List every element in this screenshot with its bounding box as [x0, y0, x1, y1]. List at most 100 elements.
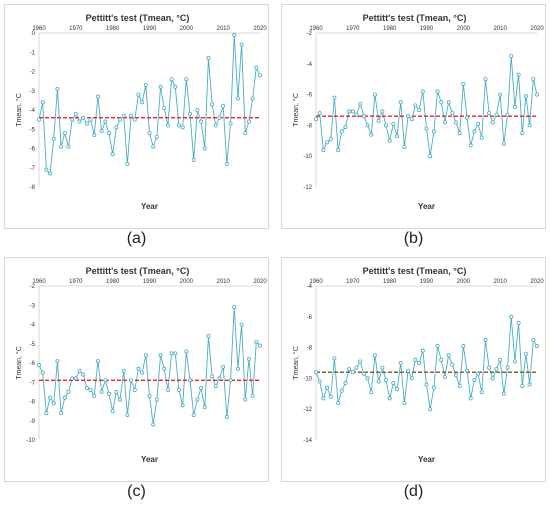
data-point	[450, 111, 455, 116]
chart-title: Pettitt's test (Tmean, °C)	[86, 266, 190, 276]
data-point	[246, 119, 251, 124]
data-point	[77, 368, 82, 373]
y-tick-label: -3	[30, 89, 36, 95]
data-point	[221, 364, 226, 369]
data-point	[490, 376, 495, 381]
data-point	[468, 396, 473, 401]
data-point	[162, 106, 167, 111]
data-point	[132, 117, 137, 122]
x-tick-label: 1980	[106, 279, 120, 285]
data-point	[136, 366, 141, 371]
data-point	[417, 361, 422, 366]
data-point	[44, 167, 49, 172]
data-point	[51, 136, 56, 141]
data-point	[103, 378, 108, 383]
data-point	[391, 121, 396, 126]
x-tick-label: 1970	[69, 26, 83, 32]
data-point	[442, 120, 447, 125]
data-point	[457, 131, 462, 136]
x-tick-label: 2020	[530, 26, 544, 32]
data-point	[224, 414, 229, 419]
y-tick-label: -8	[307, 346, 313, 352]
data-point	[446, 353, 451, 358]
data-point	[387, 396, 392, 401]
data-point	[314, 370, 319, 375]
data-point	[336, 148, 341, 153]
data-point	[232, 32, 237, 37]
data-point	[125, 412, 130, 417]
data-point	[476, 371, 481, 376]
x-tick-label: 2000	[180, 26, 194, 32]
data-point	[254, 339, 259, 344]
data-point	[317, 111, 322, 116]
y-axis-label: Tmean, °C	[15, 346, 23, 380]
data-point	[239, 322, 244, 327]
y-tick-label: -2	[30, 70, 36, 76]
data-point	[140, 100, 145, 105]
data-point	[250, 393, 255, 398]
data-point	[243, 397, 248, 402]
data-point	[446, 100, 451, 105]
data-point	[332, 356, 337, 361]
data-point	[398, 361, 403, 366]
x-tick-label: 1970	[69, 279, 83, 285]
data-point	[118, 117, 123, 122]
data-point	[103, 119, 108, 124]
y-tick-label: -2	[307, 31, 313, 37]
data-point	[129, 113, 134, 118]
data-point	[347, 367, 352, 372]
data-point	[372, 353, 377, 358]
data-point	[439, 357, 444, 362]
data-point	[151, 422, 156, 427]
data-point	[461, 344, 466, 349]
caption-d: (d)	[403, 483, 424, 500]
data-point	[380, 109, 385, 114]
data-point	[413, 357, 418, 362]
data-point	[88, 387, 93, 392]
y-tick-label: -6	[30, 147, 36, 153]
y-axis-label: Tmean, °C	[292, 93, 300, 127]
data-point	[66, 389, 71, 394]
x-tick-label: 1970	[346, 26, 360, 32]
data-point	[531, 77, 536, 82]
data-point	[114, 389, 119, 394]
caption-a: (a)	[126, 230, 147, 247]
data-point	[246, 357, 251, 362]
data-point	[369, 132, 374, 137]
data-point	[435, 89, 440, 94]
data-point	[48, 395, 53, 400]
data-point	[73, 376, 78, 381]
data-point	[343, 381, 348, 386]
data-point	[328, 394, 333, 399]
data-point	[498, 92, 503, 97]
data-point	[376, 379, 381, 384]
series-line	[38, 34, 261, 175]
data-point	[95, 94, 100, 99]
data-point	[154, 134, 159, 139]
y-tick-label: -4	[307, 62, 313, 68]
data-point	[81, 115, 86, 120]
x-tick-label: 2020	[253, 26, 267, 32]
data-point	[99, 389, 104, 394]
data-point	[336, 401, 341, 406]
data-point	[95, 359, 100, 364]
data-point	[424, 382, 429, 387]
data-point	[151, 144, 156, 149]
data-point	[202, 146, 207, 151]
data-point	[354, 112, 359, 117]
data-point	[347, 109, 352, 114]
data-point	[188, 378, 193, 383]
y-tick-label: -1	[30, 50, 36, 56]
data-point	[118, 397, 123, 402]
x-axis-label: Year	[418, 202, 435, 211]
data-point	[450, 362, 455, 367]
data-point	[88, 117, 93, 122]
y-tick-label: -6	[30, 361, 36, 367]
data-point	[217, 115, 222, 120]
data-point	[512, 359, 517, 364]
data-point	[516, 320, 521, 325]
y-tick-label: -10	[303, 154, 312, 160]
data-point	[62, 395, 67, 400]
y-tick-label: -14	[303, 438, 312, 444]
data-point	[188, 111, 193, 116]
